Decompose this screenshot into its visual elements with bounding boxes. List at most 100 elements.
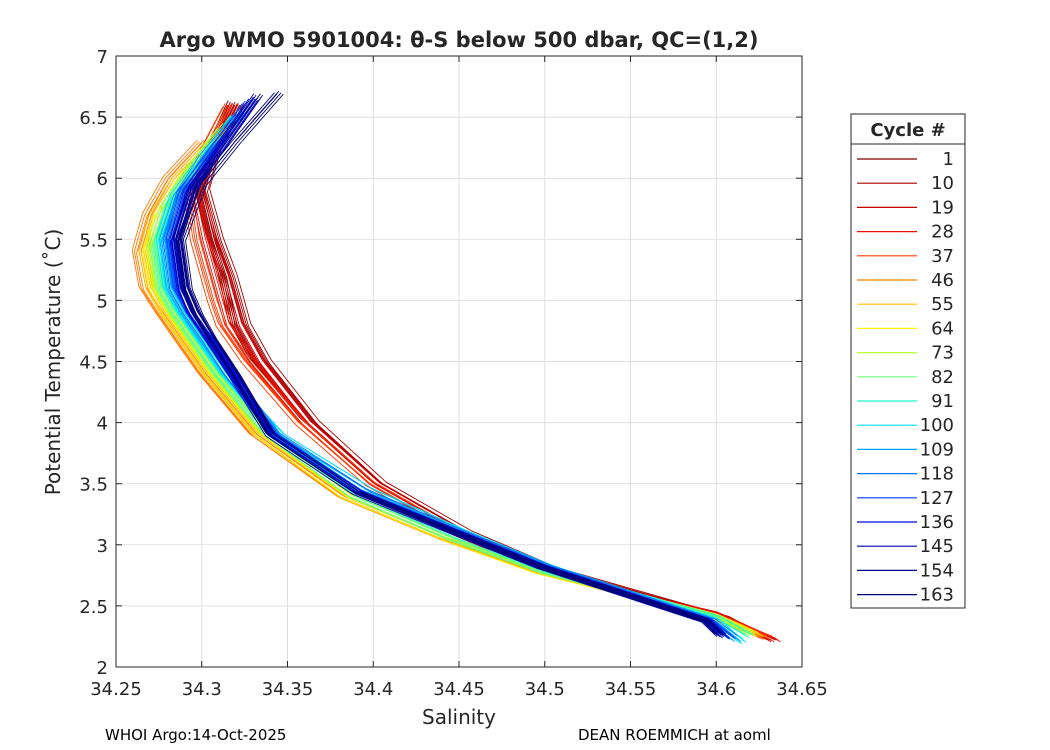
y-tick-label: 4.5 [79, 353, 108, 374]
series-line-cycle-28 [190, 104, 773, 641]
series-line-cycle-163 [185, 93, 725, 636]
footer-left: WHOI Argo:14-Oct-2025 [105, 726, 287, 744]
legend-label: 37 [931, 246, 954, 267]
series-line-cycle-82 [157, 124, 756, 636]
legend-label: 46 [931, 270, 954, 291]
footer-right: DEAN ROEMMICH at aoml [578, 726, 771, 744]
series-line-cycle-163 [180, 90, 721, 633]
series-line-cycle-154 [179, 93, 723, 635]
series-line-cycle-118 [169, 106, 736, 640]
series-line-cycle-28 [198, 106, 781, 643]
y-tick-label: 6 [97, 169, 108, 190]
legend-label: 136 [920, 512, 954, 533]
series-line-cycle-91 [154, 115, 746, 636]
series-line-cycle-1 [200, 104, 745, 631]
series-line-cycle-109 [165, 110, 740, 641]
x-tick-label: 34.65 [776, 679, 828, 700]
series-line-cycle-28 [192, 106, 775, 643]
series-line-cycle-154 [181, 94, 725, 636]
legend-label: 100 [920, 415, 954, 436]
chart-title: Argo WMO 5901004: θ-S below 500 dbar, QC… [160, 28, 759, 52]
legend-label: 82 [931, 367, 954, 388]
legend-label: 109 [920, 439, 954, 460]
legend-label: 1 [943, 149, 954, 170]
series-line-cycle-127 [166, 100, 726, 637]
series-line-cycle-127 [172, 100, 733, 637]
series-line-cycle-64 [142, 136, 750, 636]
legend-label: 64 [931, 318, 954, 339]
x-ticks: 34.25 34.3 34.35 34.4 34.45 34.5 34.55 34.6 34.6… [90, 56, 828, 700]
series-line-cycle-28 [196, 104, 779, 641]
series-line-cycle-118 [162, 106, 730, 640]
series-line-cycle-10 [202, 103, 758, 636]
x-tick-label: 34.35 [262, 679, 314, 700]
series-line-cycle-163 [182, 92, 723, 635]
series-line-cycle-118 [167, 104, 734, 639]
series-line-cycle-10 [206, 106, 762, 639]
x-tick-label: 34.4 [353, 679, 393, 700]
series-line-cycle-109 [163, 109, 738, 639]
legend-label: 73 [931, 343, 954, 364]
x-tick-label: 34.3 [182, 679, 222, 700]
plot-area [131, 90, 781, 645]
y-axis-label: Potential Temperature (˚C) [41, 229, 65, 496]
series-line-cycle-19 [203, 104, 776, 641]
legend-label: 118 [920, 464, 954, 485]
y-tick-label: 7 [97, 47, 108, 68]
series-line-cycle-10 [200, 101, 755, 634]
y-tick-label: 4 [97, 414, 108, 435]
y-ticks: 2 2.5 3 3.5 4 4.5 5 5.5 6 6.5 7 [79, 47, 802, 679]
y-tick-label: 5.5 [79, 230, 108, 251]
series-line-cycle-100 [157, 116, 741, 643]
x-tick-label: 34.5 [525, 679, 565, 700]
legend-label: 163 [920, 585, 954, 606]
series-line-cycle-10 [204, 104, 760, 637]
series-line-cycle-91 [156, 116, 748, 637]
legend-label: 154 [920, 560, 954, 581]
legend-title: Cycle # [870, 120, 945, 141]
series-line-cycle-37 [183, 106, 764, 640]
series-line-cycle-100 [155, 115, 738, 642]
y-tick-label: 2 [97, 658, 108, 679]
series-line-cycle-91 [161, 115, 752, 636]
y-tick-label: 3 [97, 536, 108, 557]
series-line-cycle-100 [164, 116, 747, 643]
legend-label: 145 [920, 536, 954, 557]
x-axis-label: Salinity [422, 705, 496, 729]
grid-lines [115, 55, 803, 668]
legend-label: 91 [931, 391, 954, 412]
series-line-cycle-19 [197, 104, 770, 641]
series-line-cycle-163 [176, 92, 716, 635]
series-line-cycle-19 [195, 103, 767, 640]
series-line-cycle-19 [199, 106, 772, 643]
series-line-cycle-100 [162, 115, 745, 642]
series-line-cycle-163 [178, 93, 718, 636]
y-tick-label: 3.5 [79, 475, 108, 496]
series-line-cycle-100 [160, 118, 743, 645]
series-line-cycle-73 [154, 129, 756, 634]
series-line-cycle-82 [153, 121, 751, 633]
x-tick-label: 34.55 [605, 679, 657, 700]
series-line-cycle-10 [209, 103, 764, 636]
legend-label: 28 [931, 222, 954, 243]
y-tick-label: 6.5 [79, 108, 108, 129]
series-line-cycle-1 [202, 106, 747, 633]
legend-label: 19 [931, 197, 954, 218]
legend-label: 10 [931, 173, 954, 194]
legend-label: 55 [931, 294, 954, 315]
series-line-cycle-118 [164, 103, 732, 637]
x-tick-label: 34.45 [433, 679, 485, 700]
x-tick-label: 34.25 [90, 679, 142, 700]
series-line-cycle-109 [159, 110, 733, 641]
y-tick-label: 2.5 [79, 597, 108, 618]
series-line-cycle-109 [161, 112, 735, 642]
series-line-cycle-28 [194, 103, 777, 640]
legend-box [850, 113, 966, 609]
series-line-cycle-91 [158, 118, 750, 639]
legend-label: 127 [920, 488, 954, 509]
x-tick-label: 34.6 [696, 679, 736, 700]
legend: Cycle # 1 10 19 28 37 46 55 64 73 82 91 100 109 118 127… [850, 113, 966, 609]
series-line-cycle-82 [155, 122, 753, 635]
y-tick-label: 5 [97, 291, 108, 312]
